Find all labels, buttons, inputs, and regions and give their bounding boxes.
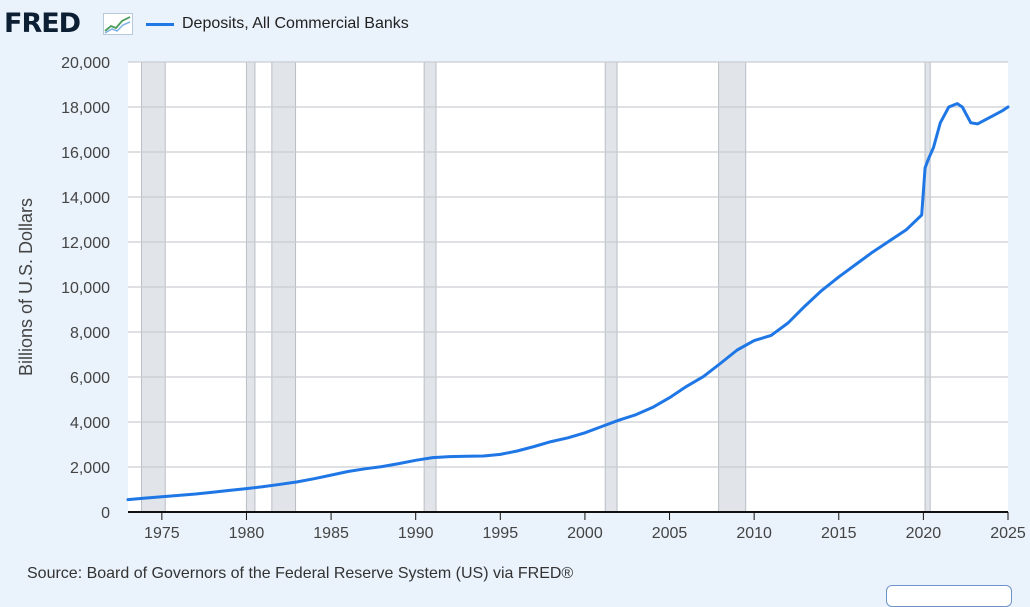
x-tick-label: 2000 [567,525,603,542]
data-point [854,263,857,266]
x-tick-label: 1980 [229,525,265,542]
data-point [329,473,333,477]
data-point [312,477,316,480]
chart-plot: 0 2,000 4,000 6,000 8,000 10,000 12,000 14,000 1… [16,55,1026,542]
data-point [346,470,350,473]
data-point [397,462,400,465]
y-axis-ticks: 0 2,000 4,000 6,000 8,000 10,000 12,000 14,000 1… [61,55,110,522]
source-note: Source: Board of Governors of the Federa… [27,565,574,582]
y-tick-label: 16,000 [61,145,110,162]
data-point [1001,109,1005,112]
data-point [871,250,874,254]
y-tick-label: 10,000 [61,280,110,297]
data-point [956,102,959,105]
data-point [820,289,824,292]
data-point [617,419,620,422]
legend-label: Deposits, All Commercial Banks [182,15,409,32]
y-tick-label: 20,000 [61,55,110,72]
data-point [769,334,773,337]
data-point [976,122,979,126]
legend-swatch [146,22,174,26]
chart-header: FRED Deposits, All Commercial Banks [0,0,1030,50]
data-point [961,105,964,109]
data-point [482,454,485,458]
y-tick-label: 14,000 [61,190,110,207]
x-axis-ticks: 1975 1980 1985 1990 1995 2000 2005 2010 2015 2020… [144,512,1026,542]
y-tick-label: 18,000 [61,100,110,117]
x-tick-label: 2015 [821,525,857,542]
data-point [923,166,927,169]
trend-line-icon [103,13,133,35]
data-point [668,396,671,399]
data-point [947,105,950,109]
x-tick-label: 1990 [398,525,434,542]
data-point [465,455,468,458]
data-point [736,348,739,352]
data-point [984,118,988,121]
data-point [1006,105,1010,109]
data-point [939,121,942,124]
x-tick-label: 1975 [144,525,180,542]
data-point [549,440,553,443]
y-tick-label: 0 [101,505,110,522]
data-point [837,275,840,279]
data-point [786,321,790,325]
data-point [702,375,705,378]
data-point [228,489,231,492]
x-tick-label: 1995 [483,525,519,542]
series-layer [126,102,1010,502]
data-point [719,362,722,365]
data-point [363,467,367,470]
y-axis-label: Billions of U.S. Dollars [16,198,36,376]
data-point [160,495,164,498]
data-point [932,146,935,149]
y-tick-label: 4,000 [70,415,110,432]
chart-legend: Deposits, All Commercial Banks [146,15,409,33]
data-point [516,449,519,453]
y-tick-label: 12,000 [61,235,110,252]
data-point [634,413,637,416]
data-point [583,431,587,434]
data-point [888,239,891,243]
fred-logo: FRED [4,8,81,39]
data-point [177,494,180,497]
x-tick-label: 2005 [652,525,688,542]
data-point [126,498,130,501]
data-point [414,459,417,462]
y-tick-label: 8,000 [70,325,110,342]
grid-lines [128,61,1008,468]
x-tick-label: 2025 [990,525,1026,542]
data-point [920,213,923,217]
data-point [969,121,972,124]
x-tick-label: 2010 [736,525,772,542]
data-point [651,406,654,409]
data-point [685,385,688,388]
data-point [380,465,384,468]
x-tick-label: 1985 [313,525,349,542]
y-tick-label: 6,000 [70,370,110,387]
data-point [993,113,996,117]
data-point [566,436,570,439]
data-point [211,491,214,494]
data-point [262,485,265,488]
data-point [245,487,248,490]
data-point [296,480,299,484]
data-point [448,455,451,458]
data-point [752,339,756,342]
data-point [905,228,908,231]
edit-graph-button[interactable] [886,585,1012,607]
data-point [194,492,197,496]
data-point [431,456,434,459]
data-point [143,496,147,500]
data-point [600,425,604,428]
data-point [803,304,807,308]
data-point [927,157,930,160]
x-tick-label: 2020 [906,525,942,542]
data-point [532,445,536,448]
data-point [279,483,282,486]
y-tick-label: 2,000 [70,460,110,477]
data-point [499,453,502,456]
